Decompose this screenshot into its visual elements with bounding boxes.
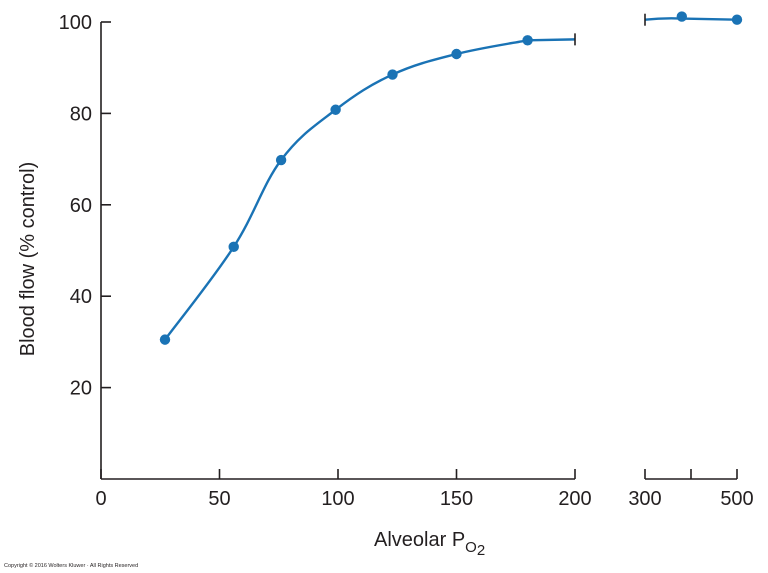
data-point — [731, 14, 743, 25]
series-line-right — [644, 17, 738, 21]
y-tick-label: 100 — [59, 12, 92, 34]
data-point — [451, 48, 462, 60]
data-point — [387, 69, 398, 80]
x-tick-label: 300 — [628, 488, 661, 510]
data-point — [330, 104, 341, 115]
y-axis-title: Blood flow (% control) — [17, 162, 39, 357]
data-point — [275, 154, 287, 166]
y-tick-label: 40 — [70, 286, 92, 308]
data-point — [676, 11, 687, 22]
copyright-notice: Copyright © 2016 Wolters Kluwer · All Ri… — [4, 563, 139, 569]
x-axis-title-subscript: O — [465, 539, 477, 556]
x-tick-label: 0 — [95, 488, 106, 510]
x-axis-title: Alveolar PO2 — [374, 529, 485, 559]
x-tick-label: 150 — [440, 488, 473, 510]
data-series — [159, 11, 743, 345]
data-point — [159, 334, 171, 345]
y-tick-label: 60 — [70, 195, 92, 217]
x-tick-label: 200 — [558, 488, 591, 510]
x-axis-title-main: Alveolar P — [374, 529, 465, 551]
x-tick-label: 50 — [208, 488, 230, 510]
data-point — [228, 241, 239, 253]
y-tick-label: 20 — [70, 378, 92, 400]
y-tick-label: 80 — [70, 103, 92, 125]
series-line-left — [164, 38, 576, 341]
y-ticks: 20 40 60 80 100 — [59, 12, 111, 400]
x-ticks: 0 50 100 150 200 300 500 — [95, 469, 754, 510]
x-tick-label: 500 — [720, 488, 753, 510]
x-tick-label: 100 — [321, 488, 354, 510]
x-axis-title-subsubscript: 2 — [477, 542, 485, 559]
data-point — [522, 35, 533, 46]
